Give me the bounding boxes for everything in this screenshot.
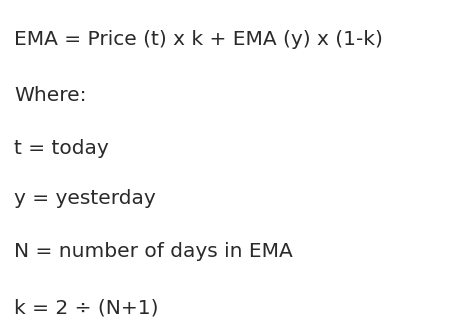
- Text: k = 2 ÷ (N+1): k = 2 ÷ (N+1): [14, 299, 159, 318]
- Text: Where:: Where:: [14, 86, 87, 105]
- Text: N = number of days in EMA: N = number of days in EMA: [14, 242, 293, 261]
- Text: EMA = Price (t) x k + EMA (y) x (1-k): EMA = Price (t) x k + EMA (y) x (1-k): [14, 30, 383, 49]
- Text: t = today: t = today: [14, 139, 109, 158]
- Text: y = yesterday: y = yesterday: [14, 189, 156, 208]
